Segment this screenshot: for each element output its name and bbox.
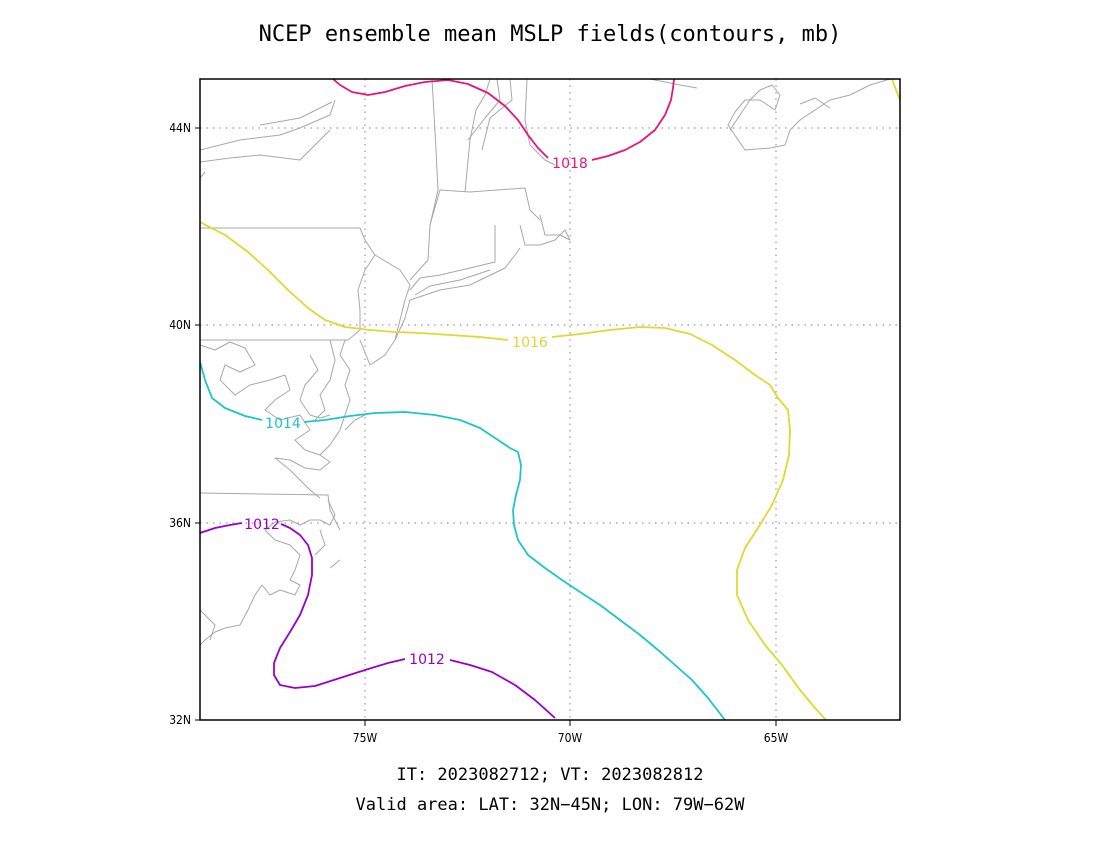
y-tick-label-36n: 36N [169, 516, 191, 530]
contour-label-1012-lower: 1012 [409, 652, 445, 668]
contour-1018 [332, 79, 675, 161]
map-plot-area: 1018 1016 1014 1012 1012 [199, 78, 901, 721]
map-frame [199, 78, 901, 721]
contour-1012-upper [200, 522, 556, 719]
contour-label-1014: 1014 [265, 416, 301, 432]
footer-area: Valid area: LAT: 32N−45N; LON: 79W−62W [356, 795, 746, 815]
map-title: NCEP ensemble mean MSLP fields(contours,… [259, 22, 842, 47]
mslp-contours [200, 79, 900, 720]
coastline-new-england [409, 79, 571, 291]
coastline-nj-de [359, 254, 411, 366]
coastline-north-carolina [200, 499, 341, 646]
footer-times: IT: 2023082712; VT: 2023082812 [396, 765, 703, 785]
state-border-ny-vt [409, 79, 501, 281]
contour-1014 [200, 361, 726, 720]
y-axis: 44N 40N 36N 32N [169, 121, 200, 727]
y-tick-label-32n: 32N [169, 713, 191, 727]
contour-1016 [200, 79, 900, 720]
contour-labels: 1018 1016 1014 1012 1012 [244, 156, 588, 668]
y-tick-label-40n: 40N [169, 318, 191, 332]
y-tick-label-44n: 44N [169, 121, 191, 135]
coastline-maritimes [649, 79, 891, 151]
state-border-va-nc [200, 414, 366, 531]
x-tick-label-70w: 70W [558, 731, 583, 745]
coastlines-and-borders [200, 79, 891, 646]
contour-label-1018: 1018 [552, 156, 588, 172]
contour-label-1012-upper: 1012 [244, 517, 280, 533]
contour-label-1016: 1016 [512, 335, 548, 351]
coastline-chesapeake [299, 339, 351, 456]
graticule [200, 79, 900, 720]
coastline-north-lakes [200, 99, 336, 179]
x-axis: 75W 70W 65W [353, 720, 789, 745]
coastline-long-island [409, 247, 521, 301]
coastline-virginia [200, 341, 331, 499]
x-tick-label-65w: 65W [764, 731, 789, 745]
state-border-pa [200, 227, 376, 341]
x-tick-label-75w: 75W [353, 731, 378, 745]
